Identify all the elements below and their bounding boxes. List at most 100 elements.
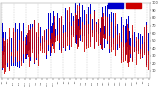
Bar: [51, 33, 52, 53]
Bar: [147, 37, 148, 67]
Bar: [44, 30, 45, 53]
Bar: [142, 36, 143, 58]
Bar: [115, 26, 116, 50]
Bar: [50, 13, 51, 56]
Bar: [104, 26, 105, 48]
Bar: [98, 19, 99, 46]
Bar: [130, 38, 131, 58]
Bar: [119, 36, 120, 46]
Bar: [144, 27, 145, 55]
Bar: [34, 19, 35, 64]
Bar: [67, 11, 68, 37]
Bar: [56, 21, 57, 50]
Bar: [73, 21, 74, 37]
Bar: [59, 18, 60, 43]
Bar: [77, 5, 78, 49]
Bar: [94, 10, 95, 48]
Bar: [60, 29, 61, 46]
Bar: [8, 40, 9, 65]
Bar: [2, 23, 3, 70]
Bar: [38, 23, 39, 66]
Bar: [113, 13, 114, 44]
Bar: [119, 33, 120, 48]
Bar: [144, 42, 145, 53]
Bar: [12, 35, 13, 63]
Bar: [40, 43, 41, 51]
Bar: [11, 38, 12, 66]
Bar: [121, 42, 122, 63]
Bar: [29, 30, 30, 67]
Bar: [96, 22, 97, 32]
Bar: [30, 29, 31, 57]
Bar: [143, 50, 144, 66]
Bar: [56, 23, 57, 49]
Bar: [134, 32, 135, 52]
Bar: [67, 10, 68, 46]
Bar: [99, 32, 100, 44]
Bar: [147, 26, 148, 59]
Bar: [136, 37, 137, 65]
Bar: [82, 23, 83, 41]
Bar: [117, 24, 118, 50]
Bar: [81, 3, 82, 32]
Bar: [103, 13, 104, 38]
Bar: [4, 41, 5, 74]
Bar: [88, 7, 89, 35]
Bar: [126, 19, 127, 54]
Bar: [59, 18, 60, 50]
Bar: [60, 30, 61, 48]
Bar: [98, 23, 99, 34]
Bar: [92, 19, 93, 33]
Bar: [73, 16, 74, 35]
Bar: [74, 23, 75, 42]
Bar: [105, 16, 106, 39]
Bar: [47, 12, 48, 51]
FancyBboxPatch shape: [126, 3, 141, 8]
Bar: [109, 36, 110, 49]
Bar: [51, 26, 52, 43]
Bar: [48, 13, 49, 51]
Bar: [34, 20, 35, 63]
Bar: [21, 32, 22, 61]
Bar: [78, 19, 79, 46]
Bar: [71, 26, 72, 47]
Bar: [143, 33, 144, 68]
Bar: [69, 7, 70, 45]
Bar: [5, 40, 6, 72]
Bar: [126, 42, 127, 55]
Bar: [95, 14, 96, 44]
Bar: [69, 22, 70, 50]
Bar: [102, 7, 103, 50]
Bar: [47, 35, 48, 58]
Bar: [115, 13, 116, 56]
Bar: [46, 29, 47, 59]
Bar: [103, 19, 104, 35]
Bar: [129, 45, 130, 62]
Bar: [3, 32, 4, 55]
Bar: [104, 34, 105, 39]
Bar: [43, 38, 44, 61]
Bar: [19, 40, 20, 61]
Bar: [5, 32, 6, 65]
Bar: [140, 49, 141, 59]
Bar: [12, 43, 13, 60]
Bar: [63, 25, 64, 48]
Bar: [57, 13, 58, 41]
Bar: [3, 38, 4, 68]
Bar: [17, 29, 18, 67]
Bar: [13, 28, 14, 63]
Bar: [55, 36, 56, 42]
Bar: [146, 25, 147, 67]
Bar: [42, 38, 43, 50]
Bar: [142, 44, 143, 57]
Bar: [55, 29, 56, 38]
Bar: [95, 31, 96, 44]
Bar: [78, 26, 79, 47]
Bar: [107, 17, 108, 41]
Bar: [19, 23, 20, 68]
Bar: [108, 26, 109, 52]
Bar: [108, 9, 109, 40]
Bar: [53, 25, 54, 49]
Bar: [43, 30, 44, 58]
Bar: [9, 37, 10, 68]
